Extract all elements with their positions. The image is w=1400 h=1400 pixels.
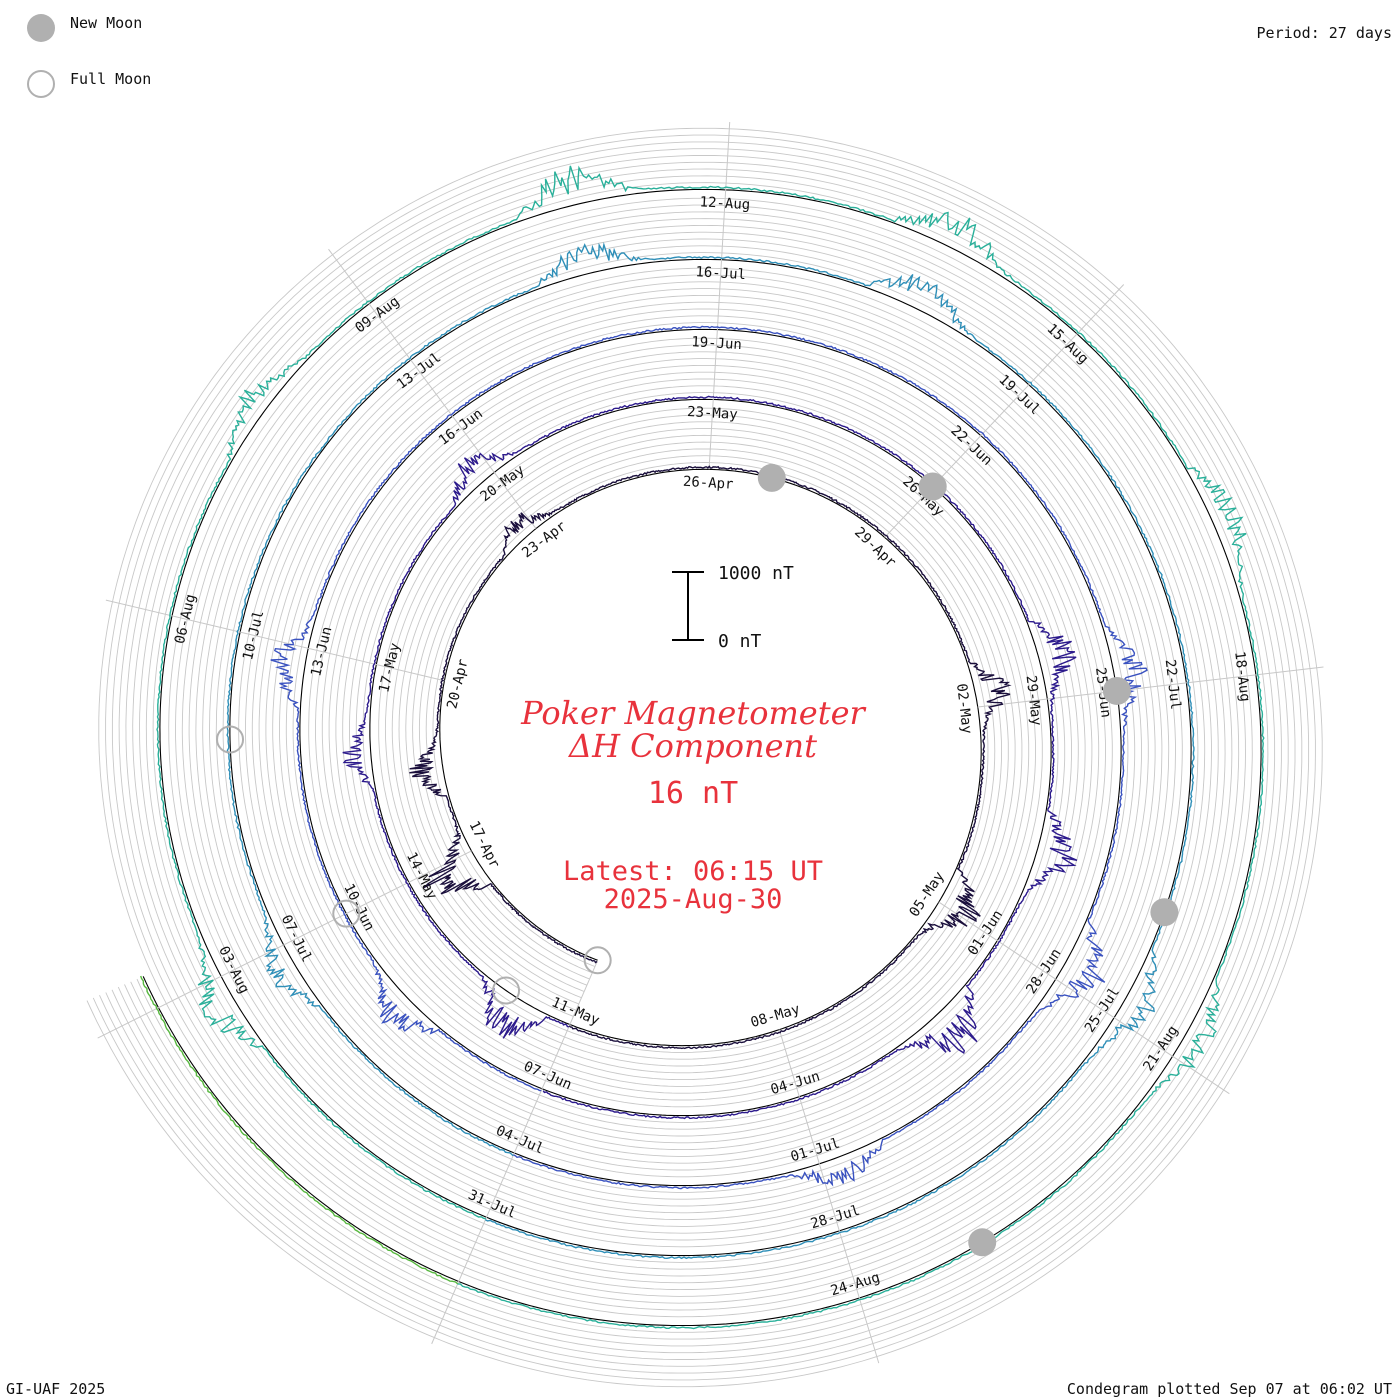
date-label: 07-Jul xyxy=(278,913,315,965)
full-moon-marker xyxy=(492,976,521,1005)
date-label: 09-Aug xyxy=(352,293,402,336)
trace-turn-4 xyxy=(226,242,1195,1260)
scale-bottom-label: 0 nT xyxy=(718,631,762,652)
day-spoke xyxy=(708,121,731,470)
date-label: 04-Jul xyxy=(493,1123,546,1158)
trace-turn-3 xyxy=(270,325,1148,1190)
full-moon-legend-label: Full Moon xyxy=(70,70,152,88)
moon-markers xyxy=(216,463,1179,1257)
day-spoke xyxy=(778,1029,880,1364)
new-moon-marker xyxy=(1150,898,1179,927)
trace-turn-5 xyxy=(156,165,1265,1330)
grid-spiral xyxy=(130,175,1276,1340)
delta-h-trace xyxy=(140,165,1265,1330)
date-label: 02-May xyxy=(953,683,975,735)
day-spoke xyxy=(431,960,599,1345)
date-label: 26-Apr xyxy=(682,474,733,493)
new-moon-legend-label: New Moon xyxy=(70,14,143,32)
date-label: 22-Jun xyxy=(947,423,995,469)
new-moon-marker xyxy=(918,472,947,501)
scale-top-label: 1000 nT xyxy=(718,563,794,584)
date-label: 16-Jul xyxy=(695,264,746,283)
full-moon-legend-icon xyxy=(27,70,55,98)
latest-time: Latest: 06:15 UT xyxy=(562,856,824,887)
full-moon-marker xyxy=(216,725,245,754)
date-label: 16-Jun xyxy=(436,406,486,449)
period-label: Period: 27 days xyxy=(1256,24,1392,42)
day-spoke xyxy=(977,666,1324,708)
date-label: 07-Jun xyxy=(521,1059,574,1094)
grid-spiral xyxy=(136,182,1269,1333)
new-moon-marker xyxy=(968,1228,997,1257)
date-label: 22-Jul xyxy=(1162,658,1184,710)
baseline-spiral xyxy=(142,188,1262,1327)
latest-date: 2025-Aug-30 xyxy=(603,884,783,915)
new-moon-marker xyxy=(1102,676,1131,705)
date-label: 25-Jun xyxy=(1092,667,1114,719)
day-spoke xyxy=(105,599,445,682)
grid-spiral xyxy=(111,155,1296,1360)
scale-bar xyxy=(672,571,704,641)
day-spoke xyxy=(328,248,537,529)
date-label: 12-Aug xyxy=(699,194,750,213)
date-label: 18-Aug xyxy=(1231,650,1253,702)
date-label: 03-Aug xyxy=(215,944,252,996)
grid-spiral xyxy=(92,134,1316,1381)
grid-spiral xyxy=(124,168,1282,1347)
trace-turn-6 xyxy=(140,975,459,1285)
date-label: 29-May xyxy=(1023,675,1045,727)
full-moon-marker xyxy=(583,946,612,975)
new-moon-legend-icon xyxy=(27,14,55,42)
date-label: 19-Jun xyxy=(691,334,742,353)
trace-turn-1 xyxy=(409,465,1012,1050)
full-moon-marker xyxy=(332,899,361,928)
date-label: 23-May xyxy=(687,404,738,423)
date-label: 19-Jul xyxy=(995,372,1043,418)
footer-credit: GI-UAF 2025 xyxy=(6,1380,106,1398)
day-spokes xyxy=(97,121,1324,1364)
new-moon-marker xyxy=(757,463,786,492)
grid-spiral xyxy=(99,141,1310,1374)
date-label: 23-Apr xyxy=(519,518,569,561)
current-value: 16 nT xyxy=(647,776,739,811)
day-spoke xyxy=(97,850,472,1039)
grid-spiral xyxy=(105,148,1303,1367)
date-label: 29-Apr xyxy=(851,524,899,570)
date-label: 15-Aug xyxy=(1044,321,1092,367)
day-spoke xyxy=(938,901,1230,1095)
spiral-grid xyxy=(86,127,1323,1388)
chart-title: Poker Magnetometer xyxy=(521,694,865,732)
grid-spiral xyxy=(86,127,1323,1388)
date-label: 20-May xyxy=(478,462,528,505)
date-label: 31-Jul xyxy=(466,1187,519,1222)
chart-subtitle: ΔH Component xyxy=(568,727,818,765)
trace-turn-2 xyxy=(342,395,1078,1120)
grid-spiral xyxy=(117,161,1289,1354)
date-label: 11-May xyxy=(549,994,602,1029)
footer-plot-time: Condegram plotted Sep 07 at 06:02 UT xyxy=(1066,1380,1392,1398)
date-label: 13-Jul xyxy=(394,350,444,393)
